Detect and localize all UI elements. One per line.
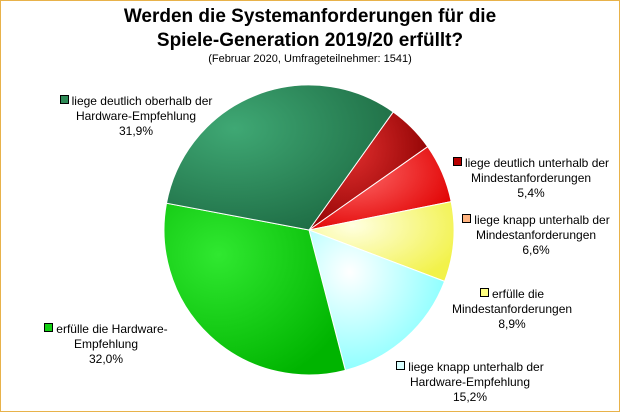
slice-label-deutlich-unterhalb-mindest: liege deutlich unterhalb der Mindestanfo… [447,156,615,201]
chart-subtitle: (Februar 2020, Umfrageteilnehmer: 1541) [208,53,412,65]
slice-value-label: 32,0% [88,352,124,366]
slice-label-line1: liege deutlich unterhalb der [464,156,610,170]
slice-label-knapp-unterhalb-empfehlung: liege knapp unterhalb der Hardware-Empfe… [385,360,555,405]
slice-label-line1: liege knapp unterhalb der [408,360,544,374]
legend-key [452,157,462,166]
chart-title: Werden die Systemanforderungen für die S… [1,5,619,53]
slice-label-line2: Mindestanforderungen [470,171,592,185]
slice-value-label: 6,6% [522,243,550,257]
chart-title-line1: Werden die Systemanforderungen für die [123,6,497,27]
legend-key [462,214,472,223]
slice-erfuelle-empfehlung [163,202,347,376]
slice-label-deutlich-oberhalb-empfehlung: liege deutlich oberhalb der Hardware-Emp… [41,94,231,139]
legend-key [479,288,489,297]
slice-label-line2: Hardware-Empfehlung [409,375,531,389]
legend-key [396,361,406,370]
slice-label-line2: Hardware-Empfehlung [75,109,197,123]
slice-label-erfuelle-empfehlung: erfülle die Hardware- Empfehlung 32,0% [31,322,181,367]
slice-label-line1: liege deutlich oberhalb der [71,94,213,108]
slice-label-line1: erfülle die [491,287,545,301]
slice-deutlich-oberhalb-empfehlung [165,84,394,231]
slice-label-line2: Mindestanforderungen [475,228,597,242]
slice-label-erfuelle-mindest: erfülle die Mindestanforderungen 8,9% [437,287,587,332]
slice-label-line2: Mindestanforderungen [451,302,573,316]
slice-label-line1: liege knapp unterhalb der [474,213,610,227]
slice-label-line2: Empfehlung [73,337,139,351]
slice-erfuelle-mindest [307,201,455,282]
slice-label-line1: erfülle die Hardware- [56,322,168,336]
legend-key [59,95,69,104]
slice-value-label: 31,9% [118,124,154,138]
slice-value-label: 8,9% [498,317,526,331]
slice-value-label: 15,2% [452,390,488,404]
legend-key [44,323,54,332]
slice-label-knapp-unterhalb-mindest: liege knapp unterhalb der Mindestanforde… [456,213,616,258]
slice-value-label: 5,4% [517,186,545,200]
slice-knapp-unterhalb-empfehlung [308,229,446,371]
chart-title-line2: Spiele-Generation 2019/20 erfüllt? [156,30,464,51]
